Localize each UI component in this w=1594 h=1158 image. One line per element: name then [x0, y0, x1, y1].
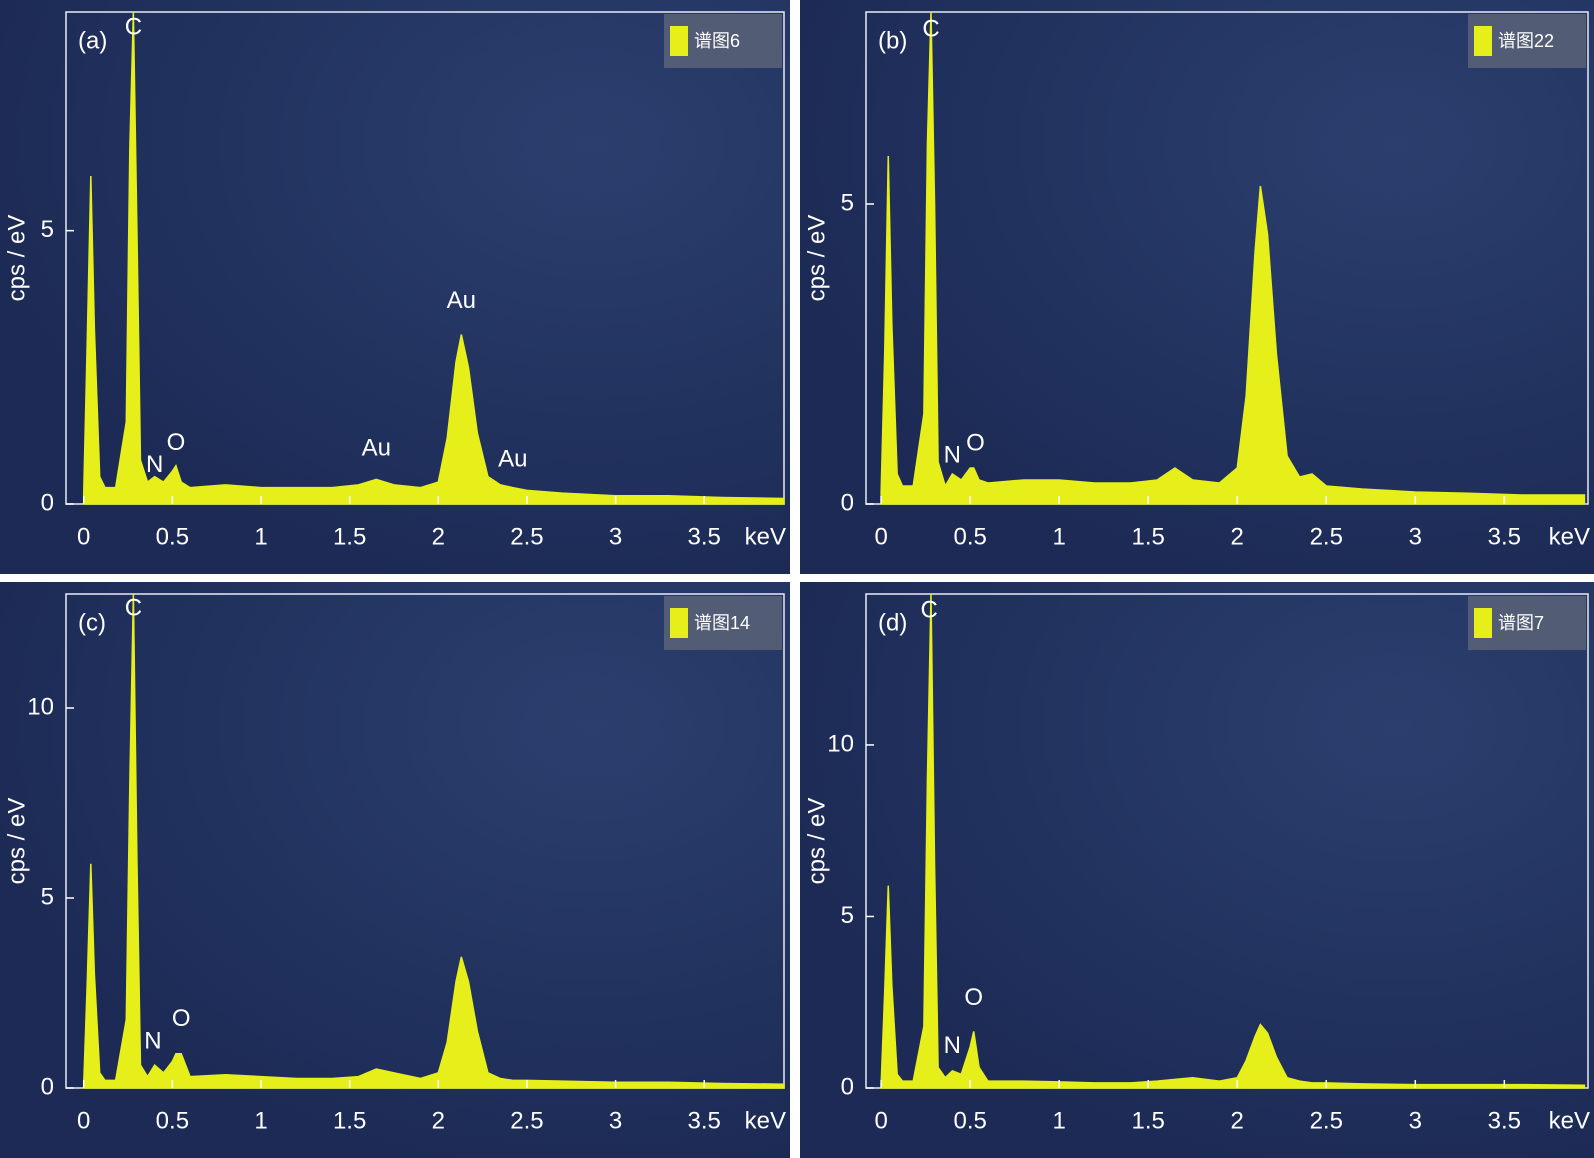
peak-label: N — [144, 1028, 161, 1055]
peak-label: N — [944, 1032, 961, 1059]
y-tick-label: 5 — [41, 883, 54, 910]
x-tick-label: 3 — [609, 1107, 622, 1134]
panel-label: (b) — [878, 27, 907, 54]
x-tick-label: 3.5 — [1488, 1107, 1521, 1134]
spectrum-area — [880, 593, 1586, 1089]
y-axis-label: cps / eV — [803, 798, 830, 885]
x-tick-label: 2 — [432, 1107, 445, 1134]
x-tick-label: 2.5 — [510, 1107, 543, 1134]
peak-label: N — [146, 451, 163, 478]
peak-label: Au — [498, 446, 527, 473]
y-tick-label: 0 — [41, 489, 54, 516]
x-tick-label: 1.5 — [333, 523, 366, 550]
x-axis-label: keV — [1549, 523, 1590, 550]
x-tick-label: 2 — [1231, 1107, 1244, 1134]
panel-label: (c) — [78, 609, 106, 636]
legend-label: 谱图22 — [1498, 31, 1554, 51]
peak-label: O — [172, 1005, 191, 1032]
x-tick-label: 2.5 — [1310, 523, 1343, 550]
y-tick-label: 10 — [827, 730, 854, 757]
legend-label: 谱图6 — [694, 31, 740, 51]
legend-label: 谱图7 — [1498, 613, 1544, 633]
x-tick-label: 0.5 — [156, 523, 189, 550]
peak-label: Au — [362, 435, 391, 462]
legend-swatch — [670, 26, 688, 56]
x-tick-label: 0.5 — [953, 523, 986, 550]
peak-label: O — [167, 429, 186, 456]
y-tick-label: 0 — [41, 1073, 54, 1100]
x-axis-label: keV — [745, 1107, 786, 1134]
x-tick-label: 2.5 — [510, 523, 543, 550]
peak-label: Au — [447, 287, 476, 314]
legend-swatch — [1474, 608, 1492, 638]
x-tick-label: 1 — [1053, 1107, 1066, 1134]
y-tick-label: 10 — [27, 693, 54, 720]
y-tick-label: 5 — [841, 902, 854, 929]
x-tick-label: 3.5 — [688, 1107, 721, 1134]
x-tick-label: 0 — [874, 1107, 887, 1134]
legend-swatch — [1474, 26, 1492, 56]
x-tick-label: 3 — [609, 523, 622, 550]
x-tick-label: 3 — [1409, 523, 1422, 550]
x-tick-label: 3.5 — [1488, 523, 1521, 550]
y-tick-label: 5 — [841, 189, 854, 216]
panel: 0 0.5 1 1.5 2 2.5 3 3.5 0 5 10 keV cps / eV (d) 谱图7 C NO — [800, 582, 1594, 1158]
x-tick-label: 1.5 — [1132, 523, 1165, 550]
panel: 0 0.5 1 1.5 2 2.5 3 3.5 0 5 keV cps / eV (b) 谱图22 C N O — [800, 0, 1594, 574]
y-axis-label: cps / eV — [3, 215, 30, 302]
x-tick-label: 3 — [1409, 1107, 1422, 1134]
y-tick-label: 5 — [41, 216, 54, 243]
y-axis-label: cps / eV — [803, 215, 830, 302]
x-tick-label: 1 — [254, 1107, 267, 1134]
x-tick-label: 3.5 — [688, 523, 721, 550]
peak-label: O — [964, 984, 983, 1011]
panel-label: (d) — [878, 609, 907, 636]
legend-label: 谱图14 — [694, 613, 750, 633]
peak-label: N — [944, 441, 961, 468]
panel: 0 0.5 1 1.5 2 2.5 3 3.5 0 5 keV cps / eV (a) 谱图6 C NO Au… — [0, 0, 790, 574]
legend-swatch — [670, 608, 688, 638]
x-tick-label: 0.5 — [156, 1107, 189, 1134]
x-tick-label: 1 — [1053, 523, 1066, 550]
peak-label: C — [921, 596, 938, 623]
peak-label: C — [125, 595, 142, 622]
x-tick-label: 0 — [77, 1107, 90, 1134]
x-tick-label: 1 — [254, 523, 267, 550]
x-axis-label: keV — [1549, 1107, 1590, 1134]
y-tick-label: 0 — [841, 1073, 854, 1100]
panel: 0 0.5 1 1.5 2 2.5 3 3.5 0 5 10 keV cps / eV (c) 谱图14 C N… — [0, 582, 790, 1158]
x-axis-label: keV — [745, 523, 786, 550]
peak-label: C — [125, 14, 142, 41]
x-tick-label: 2 — [1231, 523, 1244, 550]
peak-label: C — [922, 15, 939, 42]
y-axis-label: cps / eV — [3, 798, 30, 885]
spectrum-area — [82, 593, 785, 1089]
x-tick-label: 2 — [432, 523, 445, 550]
x-tick-label: 0.5 — [953, 1107, 986, 1134]
spectrum-area — [82, 11, 785, 505]
x-tick-label: 1.5 — [333, 1107, 366, 1134]
x-tick-label: 0 — [874, 523, 887, 550]
peak-label: O — [966, 429, 985, 456]
spectrum-area — [880, 11, 1586, 505]
x-tick-label: 1.5 — [1132, 1107, 1165, 1134]
y-tick-label: 0 — [841, 489, 854, 516]
x-tick-label: 0 — [77, 523, 90, 550]
panel-label: (a) — [78, 27, 107, 54]
x-tick-label: 2.5 — [1310, 1107, 1343, 1134]
